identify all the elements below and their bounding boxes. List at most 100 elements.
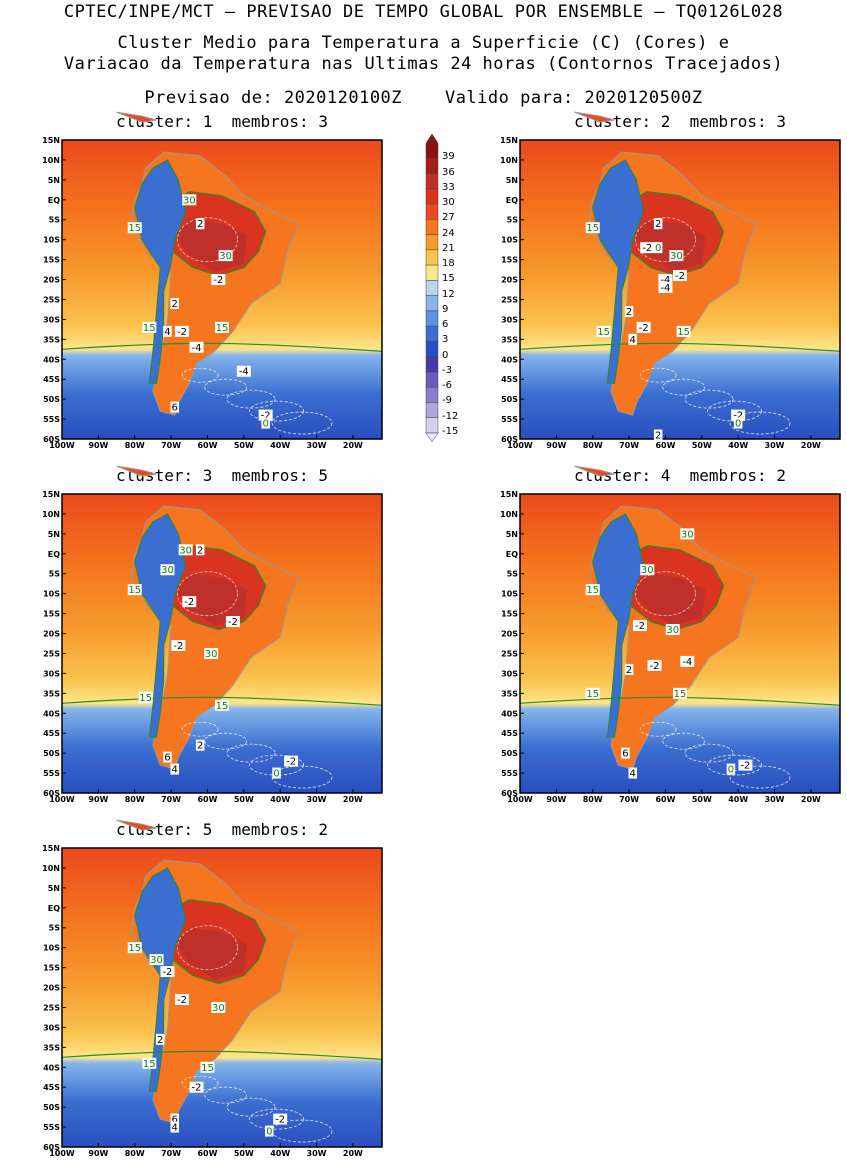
contour-label: -2 xyxy=(650,661,660,672)
legend-label: -12 xyxy=(442,410,459,422)
contour-label: 15 xyxy=(586,585,599,596)
legend-swatch xyxy=(425,234,439,251)
lat-tick-label: 60S xyxy=(43,435,60,444)
lon-tick-label: 30W xyxy=(765,441,785,450)
lat-tick-label: 45S xyxy=(501,729,518,738)
contour-label: 2 xyxy=(655,219,661,230)
lon-tick-label: 30W xyxy=(307,441,327,450)
contour-label: -2 xyxy=(162,967,172,978)
lat-tick-label: EQ xyxy=(506,550,518,559)
lat-tick-label: 10N xyxy=(42,510,60,519)
legend-label: 15 xyxy=(442,273,455,285)
lat-tick-label: 10N xyxy=(42,156,60,165)
contour-label: 15 xyxy=(216,701,229,712)
contour-label: 30 xyxy=(212,1003,225,1014)
lon-tick-label: 100W xyxy=(49,441,75,450)
contour-label: 15 xyxy=(597,327,610,338)
lon-tick-label: 20W xyxy=(801,795,821,804)
lat-tick-label: 35S xyxy=(43,689,60,698)
lat-tick-label: 10N xyxy=(500,510,518,519)
lat-tick-label: 15S xyxy=(501,256,518,265)
lat-tick-label: 25S xyxy=(43,649,60,658)
contour-label: 30 xyxy=(150,955,163,966)
contour-label: 0 xyxy=(262,419,268,430)
legend-label: 36 xyxy=(442,166,455,178)
lat-tick-label: EQ xyxy=(48,904,60,913)
lat-tick-label: 15N xyxy=(500,490,518,499)
lon-tick-label: 90W xyxy=(546,441,566,450)
lat-tick-label: 10S xyxy=(43,590,60,599)
lon-tick-label: 60W xyxy=(197,795,217,804)
lon-tick-label: 80W xyxy=(125,795,145,804)
lat-tick-label: 25S xyxy=(43,295,60,304)
lon-tick-label: 70W xyxy=(161,441,181,450)
legend-swatch xyxy=(425,386,439,403)
map-panel-5: 15N 10N 5N EQ 5S 10S 15S 20S 25S 30S 35S 40S 45S 50S 5… xyxy=(42,819,383,1158)
lon-tick-label: 40W xyxy=(728,795,748,804)
lat-tick-label: 5S xyxy=(49,924,61,933)
lat-tick-label: 40S xyxy=(501,355,518,364)
lon-tick-label: 30W xyxy=(307,795,327,804)
contour-label: -2 xyxy=(639,323,649,334)
contour-label: 15 xyxy=(586,689,599,700)
panel-title-3: cluster: 3 membros: 5 xyxy=(116,466,328,485)
lon-tick-label: 40W xyxy=(728,441,748,450)
lat-tick-label: 10S xyxy=(501,590,518,599)
legend-label: -15 xyxy=(442,426,459,437)
lon-tick-label: 50W xyxy=(692,441,712,450)
legend-swatch xyxy=(425,402,439,418)
lat-tick-label: 30S xyxy=(43,1023,60,1032)
contour-label: 15 xyxy=(128,585,141,596)
contour-label: 30 xyxy=(641,565,654,576)
contour-label: 4 xyxy=(172,1123,178,1134)
map-panel-1: 15N 10N 5N EQ 5S 10S 15S 20S 25S 30S 35S 40S 45S 50S 5… xyxy=(42,111,383,450)
lat-tick-label: 55S xyxy=(501,415,518,424)
contour-label: -2 xyxy=(286,757,296,768)
lat-tick-label: 30S xyxy=(43,669,60,678)
map-panel-4: 15N 10N 5N EQ 5S 10S 15S 20S 25S 30S 35S 40S 45S 50S 5… xyxy=(500,465,841,804)
contour-label: 30 xyxy=(681,529,694,540)
contour-label: 15 xyxy=(139,693,152,704)
contour-label: 30 xyxy=(670,251,683,262)
lon-tick-label: 50W xyxy=(234,441,254,450)
lon-tick-label: 60W xyxy=(197,441,217,450)
contour-label: -2 xyxy=(173,641,183,652)
legend-label: 18 xyxy=(442,258,455,270)
lat-tick-label: 50S xyxy=(43,1103,60,1112)
contour-label: 4 xyxy=(172,765,178,776)
lat-tick-label: 35S xyxy=(43,335,60,344)
legend-label: 0 xyxy=(442,349,449,361)
lat-tick-label: 20S xyxy=(501,276,518,285)
contour-label: 30 xyxy=(219,251,232,262)
contour-label: -2 xyxy=(261,411,271,422)
contour-label: -2 xyxy=(184,597,194,608)
lon-tick-label: 90W xyxy=(546,795,566,804)
legend-swatch xyxy=(425,371,439,388)
contour-label: 15 xyxy=(216,323,229,334)
lat-tick-label: 15S xyxy=(43,610,60,619)
lat-tick-label: EQ xyxy=(48,196,60,205)
contour-label: 2 xyxy=(157,1035,163,1046)
legend-swatch xyxy=(425,264,439,281)
lon-tick-label: 50W xyxy=(692,795,712,804)
contour-label: 15 xyxy=(128,223,141,234)
lat-tick-label: 5S xyxy=(49,216,61,225)
lat-tick-label: 25S xyxy=(501,649,518,658)
lon-tick-label: 80W xyxy=(125,1149,145,1158)
legend-swatch xyxy=(425,142,439,159)
contour-label: 15 xyxy=(586,223,599,234)
lat-tick-label: 15S xyxy=(501,610,518,619)
legend-label: 27 xyxy=(442,212,455,224)
lat-tick-label: 35S xyxy=(501,335,518,344)
panel-title-5: cluster: 5 membros: 2 xyxy=(116,820,328,839)
lat-tick-label: 50S xyxy=(501,395,518,404)
lon-tick-label: 60W xyxy=(197,1149,217,1158)
legend-swatch xyxy=(425,341,439,357)
lon-tick-label: 80W xyxy=(583,795,603,804)
lon-tick-label: 60W xyxy=(655,795,675,804)
contour-label: -4 xyxy=(660,275,670,286)
legend-swatch xyxy=(425,280,439,296)
header-line-3: Variacao da Temperatura nas Ultimas 24 h… xyxy=(63,54,784,74)
header-line-1: CPTEC/INPE/MCT – PREVISAO DE TEMPO GLOBA… xyxy=(63,2,784,22)
contour-label: 0 xyxy=(273,769,279,780)
